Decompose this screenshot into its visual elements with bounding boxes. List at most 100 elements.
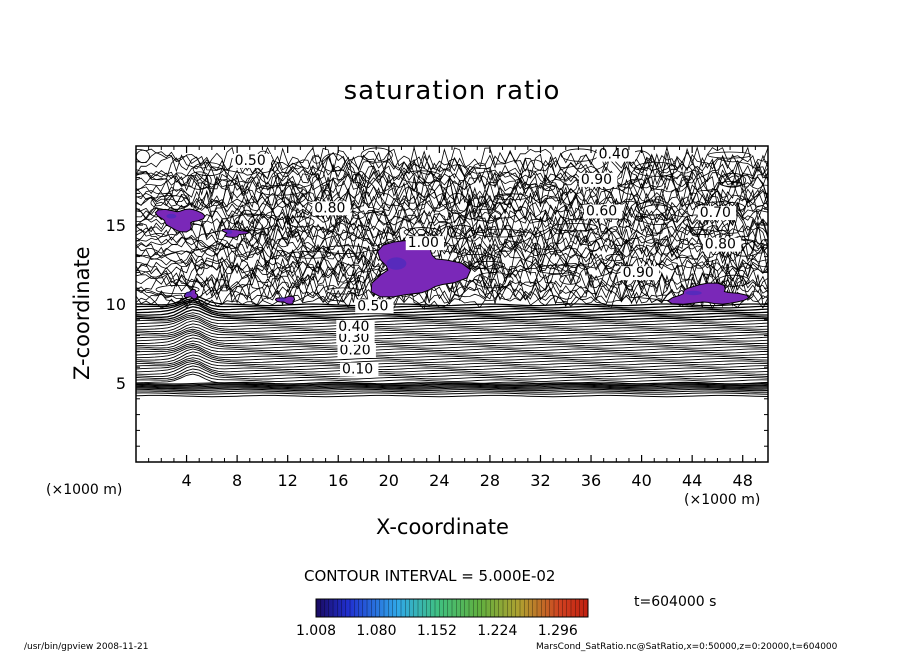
contour-label: 0.90 [623,265,654,281]
contour-line [135,233,769,255]
contour-ring [155,284,200,295]
contour-line [135,306,769,319]
contour-line [136,390,768,393]
contour-ring [683,214,709,229]
contour-label-bg [596,147,636,162]
contour-line [135,271,769,294]
contour-line [135,346,769,359]
contour-label: 0.50 [357,298,388,314]
contour-line [135,359,769,371]
contour-label-bg [232,153,271,168]
contour-label-bg [583,204,623,219]
contour-line [135,334,769,347]
x-axis-label: X-coordinate [376,515,509,539]
contour-ring [312,155,322,164]
contour-label: 0.40 [599,147,630,163]
contour-ring [135,149,150,164]
contour-line [135,316,769,328]
colorbar-tick-label: 1.008 [295,623,337,639]
contour-line [135,351,769,363]
supersaturated-core [166,213,177,219]
supersaturated-core [185,291,192,296]
footer-data-source: MarsCond_SatRatio.nc@SatRatio,x=0:50000,… [536,642,838,652]
contour-ring [447,224,475,240]
contour-ring [471,260,506,270]
contour-labels: 0.100.200.300.400.500.400.500.60 0.700.80… [232,147,742,378]
supersaturated-core [279,297,286,302]
contour-label: 0.80 [705,237,736,253]
contour-lines [135,146,769,398]
y-tick-label: 5 [116,374,126,393]
x-tick-label: 40 [631,471,651,490]
contour-line [135,241,769,267]
contour-line [135,299,769,311]
contour-line [135,360,769,373]
contour-ring [326,287,361,295]
contour-ring [469,208,502,222]
contour-label: 0.30 [338,330,369,346]
contour-line [135,317,769,330]
contour-line [135,354,769,366]
contour-ring [494,193,529,201]
x-tick-label: 16 [328,471,348,490]
contour-label: 0.10 [342,362,373,378]
y-axis: 5 10 15 [106,161,768,447]
contour-label: 0.40 [338,319,369,335]
contour-label-bg [337,343,376,358]
contour-line [135,312,768,323]
contour-ring [278,237,289,248]
contour-line [135,371,769,382]
contour-line [135,386,769,389]
contour-line [135,362,768,375]
contour-ring [187,171,212,190]
contour-label: 0.80 [314,200,345,216]
x-tick-label: 28 [480,471,500,490]
contour-label: 0.60 [586,204,617,220]
contour-ring [707,151,752,159]
supersaturated-region [370,239,472,298]
contour-label-bg [336,319,375,334]
contour-line [135,387,769,390]
supersaturated-core [685,290,702,296]
contour-ring [605,253,625,262]
contour-line [135,271,769,305]
contour-label-bg [336,330,375,345]
contour-line [135,288,769,308]
contour-line [135,232,769,261]
x-tick-label: 44 [682,471,702,490]
contour-line [135,212,769,239]
x-tick-label: 24 [429,471,449,490]
footer-program-date: /usr/bin/gpview 2008-11-21 [24,642,149,652]
contour-line [135,385,769,388]
contour-ring [286,230,299,238]
contour-ring [587,240,600,251]
contour-line [135,301,769,314]
contour-ring [238,209,255,231]
contour-ring [286,216,315,228]
supersaturated-region [666,282,750,305]
contour-label-bg [578,172,618,187]
contour-line [135,223,769,258]
contour-ring [473,272,514,289]
x-tick-label: 48 [733,471,753,490]
contour-ring [248,214,276,230]
contour-line [135,365,769,378]
contour-ring [616,218,632,228]
x-tick-label: 20 [379,471,399,490]
contour-line [135,373,769,385]
contour-line [135,328,769,340]
time-label: t=604000 s [634,594,717,610]
supersaturated-core [226,229,233,234]
y-axis-label: Z-coordinate [70,246,94,380]
supersaturated-core [386,257,407,270]
contour-ring [192,162,224,177]
contour-line [135,151,769,185]
contour-label-bg [620,266,660,281]
contour-ring [717,274,750,287]
contour-line [135,384,769,387]
contour-ring [633,161,678,177]
contour-label: 0.90 [581,172,612,188]
contour-ring [559,274,581,285]
contour-ring [321,153,346,172]
x-tick-label: 8 [232,471,242,490]
